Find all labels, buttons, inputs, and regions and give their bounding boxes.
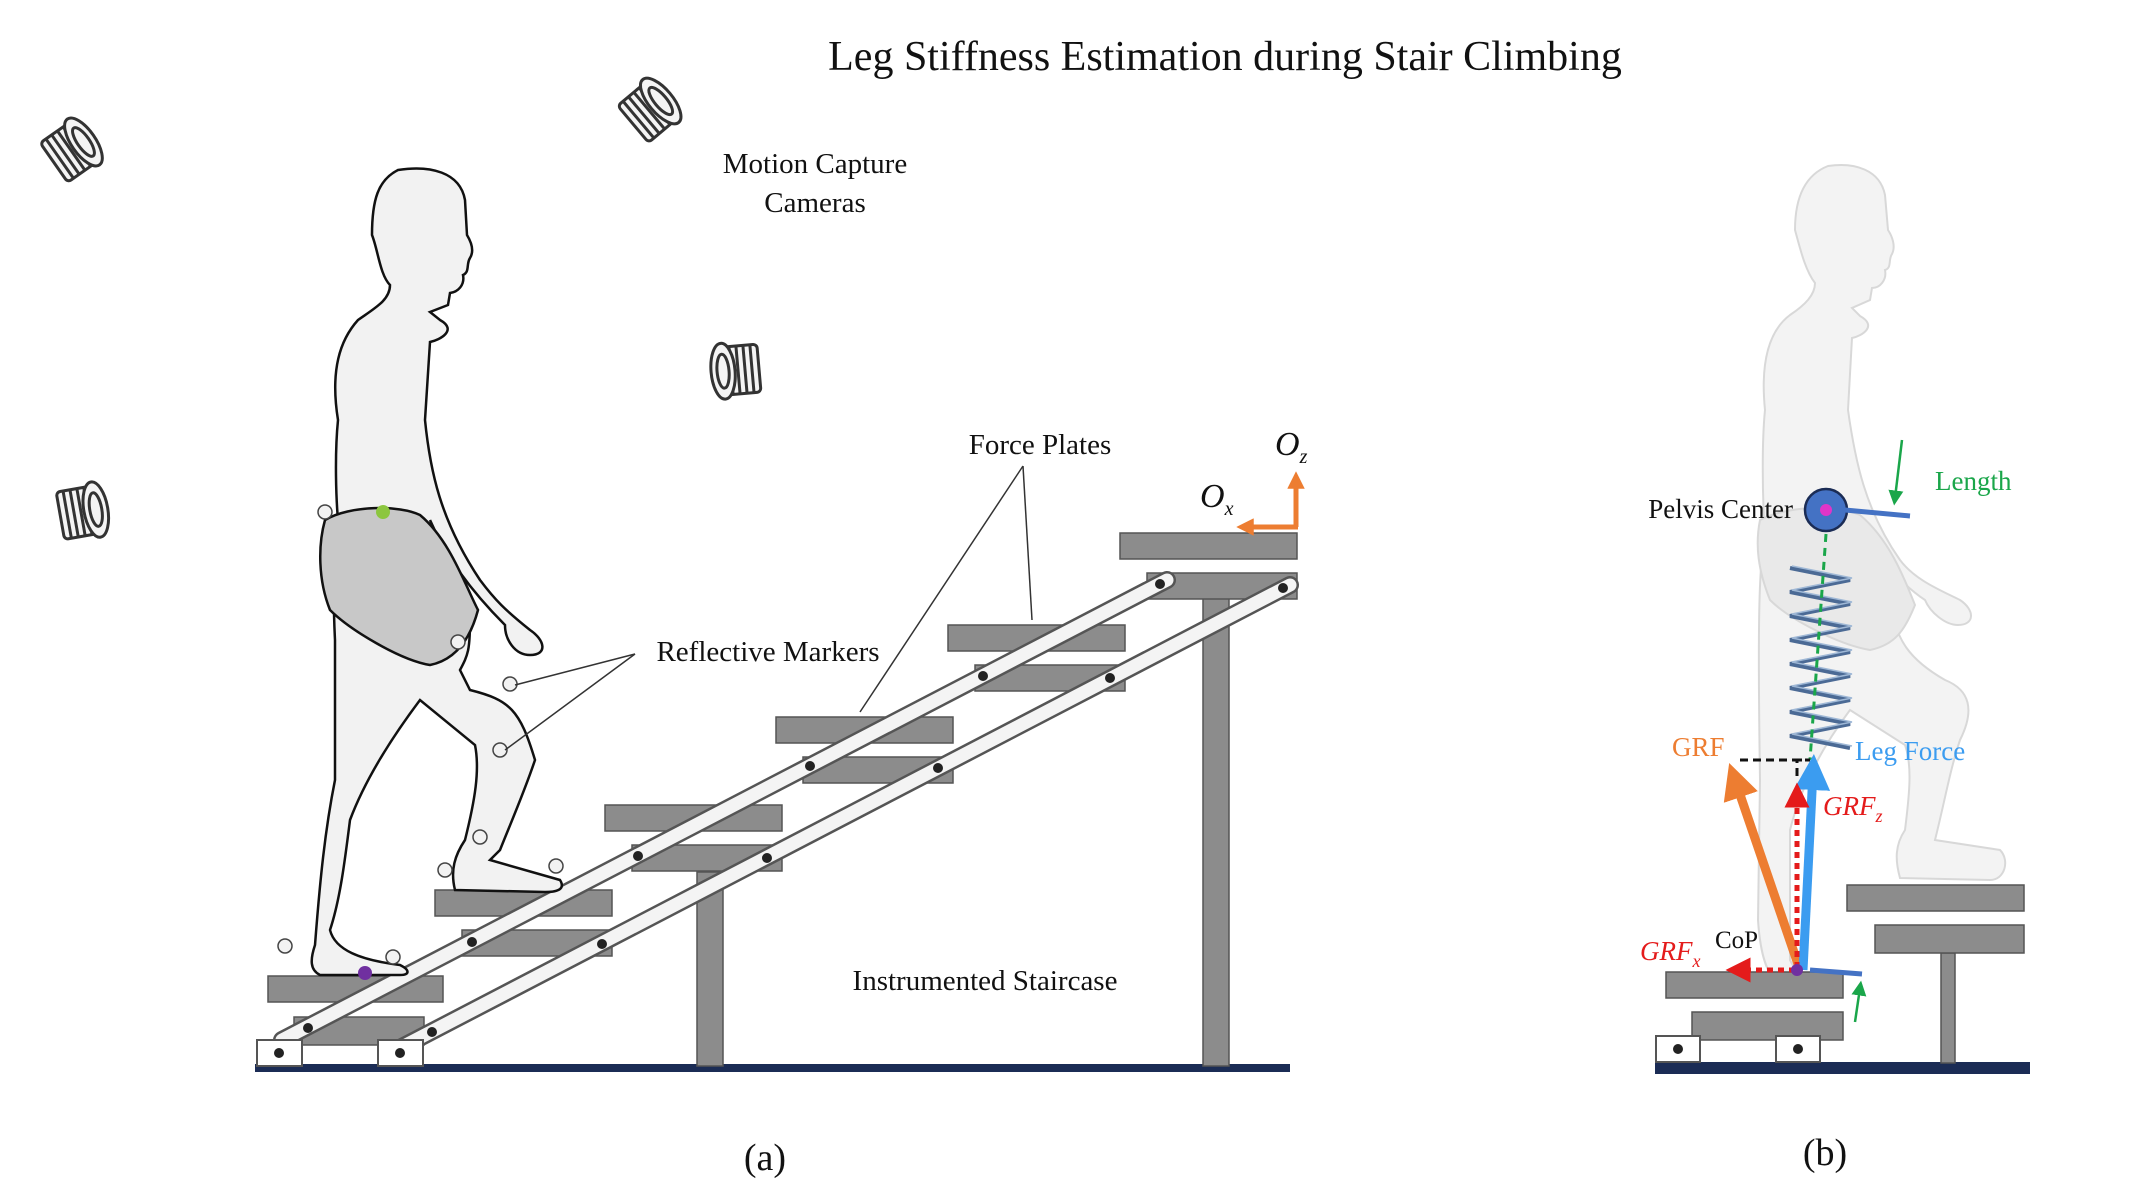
leg-force-arrow: [1794, 754, 1831, 971]
floor: [255, 1064, 1290, 1072]
panel-b-label: (b): [1803, 1132, 1847, 1174]
length-bar-top: [1844, 507, 1911, 519]
cop-point: [1791, 964, 1803, 976]
pelvis-marker: [376, 505, 390, 519]
stair-rail: [391, 576, 1299, 1057]
staircase-partial: [1655, 884, 2030, 1074]
stair-rail: [273, 571, 1176, 1049]
markers-leader-lines: [504, 653, 636, 751]
markers-label: Reflective Markers: [656, 636, 879, 668]
length-bar-bottom: [1809, 967, 1863, 977]
cameras-label-line2: Cameras: [764, 187, 865, 219]
stair-step: [1665, 971, 1844, 1041]
figure-title: Leg Stiffness Estimation during Stair Cl…: [828, 34, 1622, 80]
camera-icon: [709, 341, 763, 401]
length-arrow-bottom: [1851, 980, 1867, 1023]
base-foot: [256, 1039, 303, 1067]
camera-icon: [617, 76, 683, 143]
grf-arrow: [1723, 762, 1805, 972]
length-label: Length: [1935, 466, 2012, 496]
cameras-label-line1: Motion Capture: [723, 148, 907, 180]
grfx-label: GRFx: [1640, 936, 1700, 971]
pelvis-center-dot: [1820, 504, 1832, 516]
base-foot: [377, 1039, 424, 1067]
camera-icon: [55, 480, 111, 541]
length-arrow-top: [1888, 439, 1904, 506]
coordinate-axes: [1236, 471, 1305, 536]
motion-capture-cameras: [40, 76, 763, 541]
human-figure: [310, 167, 564, 977]
rail-bolts: [303, 579, 1288, 1037]
camera-icon: [40, 116, 104, 183]
base-foot: [1655, 1035, 1701, 1063]
grf-label: GRF: [1672, 732, 1725, 762]
reflective-markers: [277, 504, 564, 965]
pelvis-label: Pelvis Center: [1648, 494, 1793, 524]
leg-spring: [1789, 566, 1851, 750]
instrumented-staircase: [255, 532, 1299, 1072]
axis-z-label: Oz: [1275, 426, 1308, 468]
foot-marker: [358, 966, 372, 980]
force-plates-leader-lines: [859, 465, 1033, 713]
base-foot: [1775, 1035, 1821, 1063]
axis-x-label: Ox: [1200, 478, 1234, 520]
support-post: [696, 871, 724, 1067]
staircase-label: Instrumented Staircase: [853, 965, 1118, 997]
leg-length-line: [1808, 519, 1829, 761]
grfz-label: GRFz: [1823, 791, 1883, 826]
projection-lines: [1740, 758, 1810, 776]
support-post: [1202, 589, 1230, 1067]
force-plates-label: Force Plates: [969, 429, 1112, 461]
cop-label: CoP: [1715, 927, 1758, 954]
panel-a-label: (a): [744, 1137, 786, 1179]
support-post: [1940, 952, 1956, 1064]
stair-step: [1846, 884, 2025, 954]
leg-force-label: Leg Force: [1855, 736, 1965, 766]
floor: [1655, 1062, 2030, 1074]
